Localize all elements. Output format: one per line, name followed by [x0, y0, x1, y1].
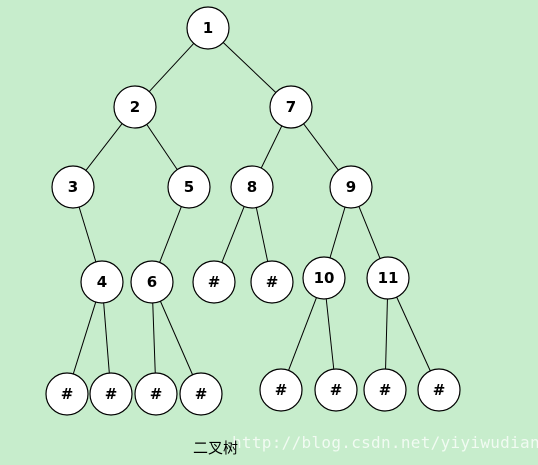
tree-edge-n6-h6: [159, 301, 194, 375]
tree-node-label: #: [379, 381, 392, 399]
tree-edge-n6-h5: [152, 302, 156, 374]
watermark-text: http://blog.csdn.net/yiyiwudian: [232, 433, 538, 452]
tree-edge-n11-h10: [396, 296, 431, 372]
tree-node-h1: #: [192, 260, 236, 304]
tree-node-label: 1: [203, 19, 213, 37]
tree-node-circle: [134, 372, 178, 416]
tree-edge-n7-n9: [303, 123, 339, 171]
tree-node-n2: 2: [113, 85, 157, 129]
tree-node-h4: #: [89, 372, 133, 416]
tree-node-n7: 7: [269, 85, 313, 129]
tree-node-n8: 8: [230, 165, 274, 209]
tree-node-circle: [51, 165, 95, 209]
tree-edge-n8-h2: [255, 207, 269, 262]
tree-edge-n1-n2: [148, 43, 195, 92]
tree-node-label: 10: [314, 269, 335, 287]
tree-node-label: 6: [147, 273, 157, 291]
tree-node-label: 9: [346, 178, 356, 196]
tree-node-label: 3: [68, 178, 78, 196]
tree-node-n3: 3: [51, 165, 95, 209]
tree-node-circle: [230, 165, 274, 209]
tree-node-h5: #: [134, 372, 178, 416]
tree-edge-n3-n4: [78, 206, 97, 263]
tree-node-label: 11: [378, 269, 399, 287]
tree-edge-n2-n3: [85, 123, 123, 171]
tree-node-h7: #: [259, 368, 303, 412]
tree-node-circle: [179, 372, 223, 416]
tree-node-circle: [130, 260, 174, 304]
tree-edge-n5-n6: [159, 206, 182, 263]
tree-edges: [72, 42, 431, 375]
tree-node-label: 2: [130, 98, 140, 116]
tree-edge-n10-h7: [288, 297, 317, 371]
tree-node-circle: [89, 372, 133, 416]
tree-node-h10: #: [417, 368, 461, 412]
tree-node-h9: #: [363, 368, 407, 412]
tree-node-n1: 1: [186, 6, 230, 50]
tree-node-label: #: [195, 385, 208, 403]
tree-node-circle: [113, 85, 157, 129]
tree-node-label: #: [105, 385, 118, 403]
tree-node-h8: #: [314, 368, 358, 412]
tree-node-label: #: [266, 273, 279, 291]
tree-edge-n10-h8: [325, 298, 335, 370]
tree-node-n6: 6: [130, 260, 174, 304]
tree-node-label: #: [275, 381, 288, 399]
diagram-caption: 二叉树: [193, 439, 239, 457]
tree-node-circle: [302, 256, 346, 300]
tree-node-circle: [80, 260, 124, 304]
tree-node-label: #: [330, 381, 343, 399]
tree-node-n10: 10: [302, 256, 346, 300]
tree-edge-n2-n5: [146, 124, 178, 170]
tree-edge-n4-h3: [72, 301, 97, 375]
tree-edge-n11-h9: [385, 298, 388, 370]
tree-node-n4: 4: [80, 260, 124, 304]
tree-node-circle: [45, 372, 89, 416]
tree-node-label: 4: [97, 273, 107, 291]
tree-node-h2: #: [250, 260, 294, 304]
tree-node-label: #: [208, 273, 221, 291]
tree-node-label: 5: [184, 178, 194, 196]
tree-node-label: 8: [247, 178, 257, 196]
tree-edge-n7-n8: [260, 125, 283, 169]
tree-node-circle: [366, 256, 410, 300]
tree-node-circle: [417, 368, 461, 412]
tree-node-circle: [329, 165, 373, 209]
tree-node-label: #: [150, 385, 163, 403]
tree-edge-n8-h1: [221, 206, 245, 263]
tree-node-label: #: [433, 381, 446, 399]
tree-edge-n1-n7: [222, 42, 277, 93]
tree-node-n5: 5: [167, 165, 211, 209]
tree-node-h3: #: [45, 372, 89, 416]
tree-node-circle: [186, 6, 230, 50]
tree-node-circle: [269, 85, 313, 129]
tree-edge-n9-n11: [358, 206, 381, 259]
tree-edge-n4-h4: [103, 302, 110, 374]
tree-node-label: #: [61, 385, 74, 403]
tree-node-n11: 11: [366, 256, 410, 300]
tree-node-circle: [259, 368, 303, 412]
tree-node-circle: [363, 368, 407, 412]
tree-node-circle: [250, 260, 294, 304]
tree-node-label: 7: [286, 98, 296, 116]
tree-node-h6: #: [179, 372, 223, 416]
tree-node-circle: [192, 260, 236, 304]
tree-node-n9: 9: [329, 165, 373, 209]
tree-node-circle: [167, 165, 211, 209]
tree-node-circle: [314, 368, 358, 412]
tree-edge-n9-n10: [329, 206, 346, 259]
